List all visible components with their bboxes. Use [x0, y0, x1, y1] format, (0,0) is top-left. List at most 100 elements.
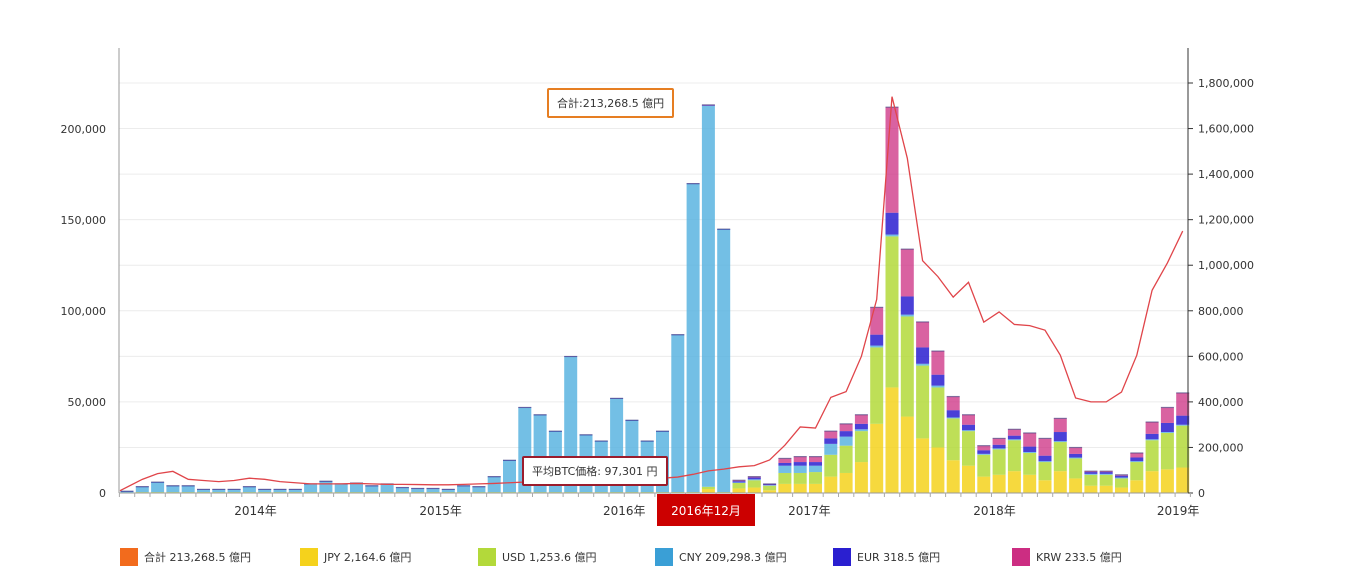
bar-2017-10 [854, 414, 868, 493]
bar-segment-usd [1007, 440, 1021, 472]
bar-2018-03 [931, 350, 945, 493]
bar-2017-05 [778, 457, 792, 493]
bar-segment-jpy [900, 416, 914, 493]
btc-price-tooltip: 平均BTC価格: 97,301 円 [522, 456, 668, 486]
bar-segment-cny [212, 489, 226, 493]
bar-segment-usd [916, 365, 930, 439]
bar-segment-cny [686, 183, 700, 493]
legend-swatch [1012, 548, 1030, 566]
bar-segment-usd [656, 492, 669, 493]
bar-segment-usd [870, 347, 884, 424]
bar-segment-cny [992, 448, 1006, 450]
bar-segment-cny [732, 482, 746, 483]
bar-2018-01 [900, 248, 914, 493]
bar-segment-usd [854, 431, 868, 463]
bar-segment-cny [288, 489, 302, 493]
bar-segment-usd [135, 492, 149, 493]
bar-segment-usd [319, 492, 333, 493]
y-right-tick-label: 1,000,000 [1198, 259, 1254, 272]
bar-segment-cny [809, 465, 822, 473]
bar-segment-cny [304, 483, 318, 493]
y-left-tick-label: 0 [99, 487, 106, 500]
bar-segment-cny [457, 485, 471, 493]
bar-2015-09 [472, 486, 486, 494]
bar-segment-cny [793, 465, 807, 473]
legend-label: USD 1,253.6 億円 [502, 551, 597, 564]
bar-segment-cny [197, 489, 210, 493]
legend-swatch [833, 548, 851, 566]
bar-2015-10 [487, 476, 501, 494]
bar-segment-usd [288, 492, 302, 493]
bar-segment-eur [1084, 472, 1098, 474]
bar-segment-jpy [1023, 474, 1037, 493]
bar-2019-05 [1145, 421, 1159, 493]
legend-item-jpy[interactable]: JPY 2,164.6 億円 [300, 548, 411, 566]
bar-segment-eur [701, 105, 715, 106]
legend-item-total[interactable]: 合計 213,268.5 億円 [120, 548, 251, 566]
bar-segment-usd [350, 492, 363, 493]
bar-2019-07 [1176, 392, 1190, 493]
bar-segment-jpy [885, 387, 899, 493]
bar-segment-eur [1099, 472, 1113, 474]
bar-segment-cny [426, 488, 440, 493]
bar-segment-cny [151, 482, 165, 493]
bar-segment-usd [992, 449, 1006, 475]
bar-segment-jpy [793, 483, 807, 493]
y-right-tick-label: 200,000 [1198, 441, 1244, 454]
bar-segment-cny [900, 314, 914, 317]
bar-segment-usd [411, 492, 425, 493]
bar-segment-usd [824, 454, 838, 477]
y-right-tick-label: 1,800,000 [1198, 77, 1254, 90]
bar-segment-cny [1023, 452, 1037, 453]
bar-segment-cny [839, 436, 853, 446]
bar-segment-usd [151, 492, 165, 493]
bar-segment-usd [763, 485, 777, 491]
bar-2014-01 [166, 485, 180, 494]
bar-segment-jpy [1038, 480, 1052, 493]
price-line [119, 96, 1184, 492]
bar-2017-04 [763, 483, 777, 493]
bar-segment-usd [1084, 474, 1098, 486]
bar-segment-krw [1053, 418, 1067, 433]
bar-segment-cny [472, 486, 486, 493]
bar-segment-eur [1145, 433, 1159, 440]
bar-segment-usd [793, 472, 807, 484]
bar-2018-04 [946, 395, 960, 493]
bar-2016-12 [701, 104, 715, 493]
bar-segment-cny [487, 476, 501, 493]
legend-label: KRW 233.5 億円 [1036, 551, 1122, 564]
bar-segment-usd [258, 492, 272, 493]
bar-segment-cny [763, 485, 777, 486]
legend-item-usd[interactable]: USD 1,253.6 億円 [478, 548, 596, 566]
bar-segment-jpy [839, 472, 853, 493]
x-tick-label: 2015年 [419, 504, 462, 518]
bar-segment-jpy [809, 483, 822, 493]
bar-segment-usd [518, 492, 532, 493]
bar-segment-jpy [763, 490, 777, 493]
bar-segment-krw [1145, 422, 1159, 434]
bar-segment-usd [472, 492, 486, 493]
bar-segment-eur [732, 481, 746, 483]
bar-segment-cny [395, 487, 409, 493]
bar-2015-01 [350, 482, 363, 494]
bar-segment-eur [1176, 415, 1190, 425]
legend-item-cny[interactable]: CNY 209,298.3 億円 [655, 548, 787, 566]
y-right-tick-label: 1,400,000 [1198, 168, 1254, 181]
legend-item-eur[interactable]: EUR 318.5 億円 [833, 548, 940, 566]
bar-segment-eur [1130, 457, 1144, 462]
x-tick-label: 2018年 [973, 504, 1016, 518]
bar-2017-08 [824, 430, 838, 493]
bar-segment-jpy [854, 462, 868, 493]
bar-segment-krw [916, 321, 930, 348]
bar-segment-eur [809, 462, 822, 466]
bar-segment-eur [793, 462, 807, 466]
bar-2013-11 [135, 486, 149, 494]
bar-2019-02 [1099, 470, 1113, 493]
bar-segment-eur [1160, 422, 1174, 433]
bar-segment-cny [380, 483, 394, 493]
legend-item-krw[interactable]: KRW 233.5 億円 [1012, 548, 1122, 566]
x-tick-label: 2016年 [603, 504, 646, 518]
bar-2015-03 [380, 483, 394, 494]
bar-segment-cny [1099, 473, 1113, 475]
bar-segment-usd [809, 472, 822, 484]
